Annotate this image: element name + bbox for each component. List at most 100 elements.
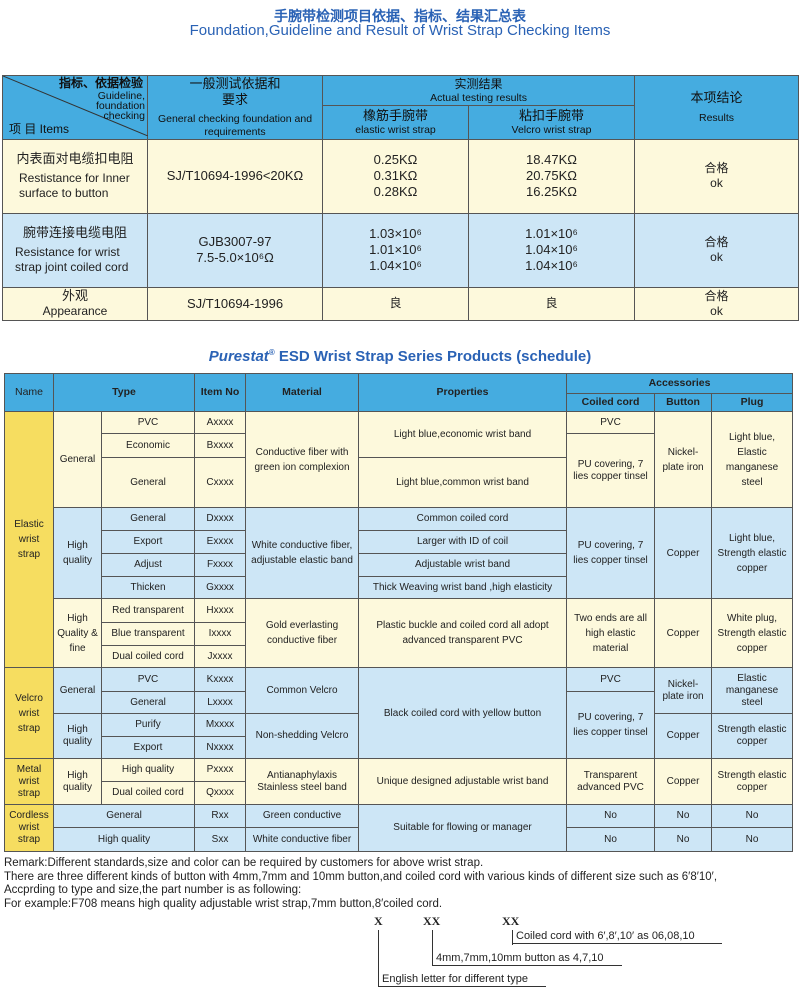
table-cell: Dual coiled cord xyxy=(100,645,196,668)
table-cell: Light blue, Strength elastic copper xyxy=(711,507,794,599)
table-row: Export Nxxxx xyxy=(5,736,793,759)
table-cell: Kxxxx xyxy=(194,667,247,692)
table-cell: Copper xyxy=(654,598,713,668)
button-size-label: 4mm,7mm,10mm button as 4,7,10 xyxy=(432,952,622,966)
table-cell: Copper xyxy=(654,758,713,805)
table-cell: Jxxxx xyxy=(194,645,247,668)
table-cell: Antianaphylaxis Stainless steel band xyxy=(245,758,360,805)
code-button-size: XX xyxy=(423,914,441,928)
guide-cn-label: 指标、依据检验 xyxy=(58,76,143,90)
table-cell: Purify xyxy=(100,713,196,737)
header-item-no: Item No xyxy=(194,373,247,412)
table-cell: General xyxy=(53,667,102,714)
header-velcro: 粘扣手腕带 Velcro wrist strap xyxy=(467,105,636,140)
table-cell: High quality xyxy=(53,758,102,805)
table-row: Export Exxxx Larger with ID of coil xyxy=(5,530,793,554)
header-items: 指标、依据检验 Guideline, foundation checking 项… xyxy=(2,75,148,140)
table-cell: No xyxy=(566,827,656,852)
category-name-cell: Metal wrist strap xyxy=(4,758,54,805)
diagonal-divider xyxy=(3,76,148,136)
table-cell: Economic xyxy=(100,433,196,458)
table1-title-en: Foundation,Guideline and Result of Wrist… xyxy=(189,22,611,39)
table-cell: Elastic manganese steel xyxy=(711,667,794,714)
table-cell: Green conductive xyxy=(245,804,360,828)
table-cell: Two ends are all high elastic material xyxy=(566,598,656,668)
table-cell: Larger with ID of coil xyxy=(358,530,568,554)
table-cell: Hxxxx xyxy=(194,598,247,623)
table-row: Adjust Fxxxx Adjustable wrist band xyxy=(5,553,793,577)
code-cord-size: XX xyxy=(502,914,520,928)
table-cell: Bxxxx xyxy=(194,433,247,458)
table-cell: PU covering, 7 lies copper tinsel xyxy=(566,433,656,508)
header-name: Name xyxy=(4,373,54,412)
table-cell: Pxxxx xyxy=(194,758,247,782)
table-row: Economic Bxxxx PU covering, 7 lies copper … xyxy=(5,433,793,508)
header-elastic: 橡筋手腕带 elastic wrist strap xyxy=(322,105,469,140)
table-cell: PVC xyxy=(566,667,656,692)
table-cell: PVC xyxy=(100,667,196,692)
checking-items-table: 指标、依据检验 Guideline, foundation checking 项… xyxy=(2,74,800,321)
header-plug: Plug xyxy=(711,393,794,412)
table-cell: Gold everlasting conductive fiber xyxy=(245,598,360,668)
table-cell: No xyxy=(566,804,656,828)
table-cell: High quality xyxy=(53,713,102,759)
items-label: 项 目 Items xyxy=(9,121,70,136)
table-row: Velcro wrist strap General PVC Kxxxx Common … xyxy=(4,667,794,759)
guide-en-label: Guideline, foundation checking xyxy=(95,90,145,122)
type-letter-label: English letter for different type xyxy=(378,973,546,987)
category-name-cell: Cordless wrist strap xyxy=(4,804,54,852)
table-cell: Suitable for flowing or manager xyxy=(358,804,568,852)
table1-title-cn: 手腕带检测项目依据、指标、结果汇总表 xyxy=(274,8,526,24)
table-cell: Mxxxx xyxy=(194,713,247,737)
table-cell: No xyxy=(711,827,794,852)
table-cell: Plastic buckle and coiled cord all adopt… xyxy=(358,598,568,668)
table-row: 内表面对电缆扣电阻 Restistance for Inner surface t… xyxy=(2,138,800,214)
table-cell: PU covering, 7 lies copper tinsel xyxy=(566,691,656,759)
table-row: Dual coiled cord Qxxxx xyxy=(5,781,793,805)
table-cell: No xyxy=(711,804,794,828)
table-cell: Dxxxx xyxy=(194,507,247,531)
header-basis: 一般测试依据和要求 General checking foundation and… xyxy=(147,75,323,140)
table-cell: Qxxxx xyxy=(194,781,247,805)
table-cell: White conductive fiber xyxy=(245,827,360,852)
table-row: High Quality & fine Red transparent Hxxxx G… xyxy=(5,598,794,668)
table-cell: Adjustable wrist band xyxy=(358,553,568,577)
table-cell: Non-shedding Velcro xyxy=(245,713,360,759)
header-results: 本项结论 Results xyxy=(634,75,800,140)
table-cell: High Quality & fine xyxy=(53,598,102,668)
table-cell: Black coiled cord with yellow button xyxy=(358,667,568,759)
table-row: 腕带连接电缆电阻 Resistance for wrist strap joint… xyxy=(2,212,800,288)
table-cell: Cxxxx xyxy=(194,457,247,508)
table-row: Dual coiled cord Jxxxx xyxy=(5,645,793,668)
remark: Remark:Different standards,size and colo… xyxy=(4,857,718,910)
table-cell: Transparent advanced PVC xyxy=(566,758,656,805)
table-cell: General xyxy=(100,507,196,531)
table-cell: High quality xyxy=(53,507,102,599)
table-cell: PVC xyxy=(100,411,196,434)
table-cell: White plug, Strength elastic copper xyxy=(711,598,794,668)
table-cell: Nickel-plate iron xyxy=(654,411,713,508)
table-cell: Nickel-plate iron xyxy=(654,667,713,714)
table-row: Elastic wrist strap General PVC Axxxx Conduc… xyxy=(4,411,794,668)
products-table: Name Type Item No Material Properties Ac… xyxy=(4,373,794,852)
table-cell: Light blue,economic wrist band xyxy=(358,411,568,458)
cord-size-label: Coiled cord with 6′,8′,10′ as 06,08,10 xyxy=(512,930,722,944)
table-row: Blue transparent Ixxxx xyxy=(5,622,793,646)
table-cell: General xyxy=(52,804,196,828)
table-cell: Strength elastic copper xyxy=(711,713,794,759)
table-cell: Common coiled cord xyxy=(358,507,568,531)
table-cell: General xyxy=(100,691,196,714)
header-material: Material xyxy=(245,373,360,412)
table-row: High quality Sxx White conductive fiber No N… xyxy=(5,827,794,852)
table-row: General Cxxxx Light blue,common wrist band xyxy=(5,457,793,508)
table-row: Cordless wrist strap General Rxx Green cond… xyxy=(4,804,794,852)
table2-title: Purestat® ESD Wrist Strap Series Product… xyxy=(208,348,592,365)
table-cell: Conductive fiber with green ion complexi… xyxy=(245,411,360,508)
table-row: Metal wrist strap High quality High qualit… xyxy=(4,758,794,805)
table-cell: General xyxy=(53,411,102,508)
table-cell: Common Velcro xyxy=(245,667,360,714)
table-cell: Light blue, Elastic manganese steel xyxy=(711,411,794,508)
table-cell: Red transparent xyxy=(100,598,196,623)
table-cell: Adjust xyxy=(100,553,196,577)
